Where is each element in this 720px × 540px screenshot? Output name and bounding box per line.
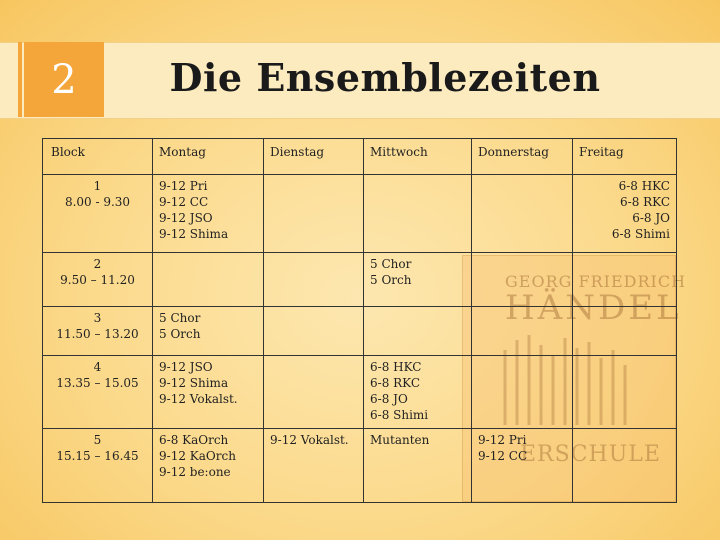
block-number: 5 (93, 433, 102, 447)
ensemble-entry: 9-12 KaOrch (159, 449, 236, 463)
ensemble-entry: 6-8 JO (632, 211, 670, 225)
block-cell: 3 11.50 – 13.20 (42, 306, 153, 356)
block-number: 1 (93, 179, 102, 193)
dienstag-cell (263, 252, 364, 307)
block-number: 3 (93, 311, 102, 325)
table-row: 3 11.50 – 13.20 5 Chor 5 Orch (42, 306, 677, 356)
ensemble-entry: 6-8 JO (370, 392, 408, 406)
ensemble-entry: 6-8 HKC (618, 179, 670, 193)
ensemble-entry: 9-12 Shima (159, 376, 229, 390)
ensemble-entry: Mutanten (370, 433, 430, 447)
ensemble-entry: 9-12 Shima (159, 227, 229, 241)
dienstag-cell: 9-12 Vokalst. (263, 428, 364, 503)
ensemble-entry: 9-12 CC (159, 195, 209, 209)
ensemble-entry: 9-12 Vokalst. (270, 433, 349, 447)
ensemble-entry: 9-12 JSO (159, 360, 213, 374)
table-row: 1 8.00 - 9.30 9-12 Pri 9-12 CC 9-12 JSO … (42, 174, 677, 253)
ensemble-entry: 5 Orch (159, 327, 201, 341)
ensemble-entry: 9-12 CC (478, 449, 528, 463)
block-cell: 5 15.15 – 16.45 (42, 428, 153, 503)
ensemble-entry: 5 Chor (370, 257, 412, 271)
dienstag-cell (263, 306, 364, 356)
block-time: 15.15 – 16.45 (56, 449, 139, 463)
block-number: 2 (93, 257, 102, 271)
ensemble-entry: 9-12 Pri (478, 433, 527, 447)
header-montag: Montag (152, 138, 264, 175)
header-dienstag: Dienstag (263, 138, 364, 175)
header-donnerstag: Donnerstag (471, 138, 573, 175)
table-header-row: Block Montag Dienstag Mittwoch Donnersta… (42, 138, 677, 175)
ensemble-entry: 6-8 Shimi (611, 227, 670, 241)
ensemble-entry: 9-12 Pri (159, 179, 208, 193)
donnerstag-cell (471, 355, 573, 429)
ensemble-entry: 6-8 HKC (370, 360, 422, 374)
block-cell: 1 8.00 - 9.30 (42, 174, 153, 253)
montag-cell: 9-12 Pri 9-12 CC 9-12 JSO 9-12 Shima (152, 174, 264, 253)
freitag-cell: 6-8 HKC 6-8 RKC 6-8 JO 6-8 Shimi (572, 174, 677, 253)
block-number: 4 (93, 360, 102, 374)
ensemble-entry: 6-8 Shimi (370, 408, 429, 422)
montag-cell: 6-8 KaOrch 9-12 KaOrch 9-12 be:one (152, 428, 264, 503)
ensemble-entry: 5 Chor (159, 311, 201, 325)
ensemble-entry: 5 Orch (370, 273, 412, 287)
ensemble-entry: 9-12 be:one (159, 465, 231, 479)
ensemble-entry: 6-8 RKC (620, 195, 670, 209)
freitag-cell (572, 355, 677, 429)
block-time: 11.50 – 13.20 (56, 327, 139, 341)
block-cell: 2 9.50 – 11.20 (42, 252, 153, 307)
table-row: 5 15.15 – 16.45 6-8 KaOrch 9-12 KaOrch 9… (42, 428, 677, 503)
donnerstag-cell (471, 252, 573, 307)
mittwoch-cell: Mutanten (363, 428, 472, 503)
donnerstag-cell: 9-12 Pri 9-12 CC (471, 428, 573, 503)
table-row: 4 13.35 – 15.05 9-12 JSO 9-12 Shima 9-12… (42, 355, 677, 429)
freitag-cell (572, 252, 677, 307)
ensemble-entry: 6-8 KaOrch (159, 433, 229, 447)
block-time: 13.35 – 15.05 (56, 376, 139, 390)
title-band (0, 42, 720, 119)
header-mittwoch: Mittwoch (363, 138, 472, 175)
mittwoch-cell (363, 174, 472, 253)
montag-cell (152, 252, 264, 307)
ensemble-entry: 6-8 RKC (370, 376, 420, 390)
freitag-cell (572, 306, 677, 356)
donnerstag-cell (471, 174, 573, 253)
block-cell: 4 13.35 – 15.05 (42, 355, 153, 429)
header-block: Block (42, 138, 153, 175)
mittwoch-cell: 6-8 HKC 6-8 RKC 6-8 JO 6-8 Shimi (363, 355, 472, 429)
mittwoch-cell: 5 Chor 5 Orch (363, 252, 472, 307)
slide-number-badge: 2 (18, 42, 104, 117)
block-time: 8.00 - 9.30 (64, 195, 131, 209)
dienstag-cell (263, 174, 364, 253)
montag-cell: 9-12 JSO 9-12 Shima 9-12 Vokalst. (152, 355, 264, 429)
freitag-cell (572, 428, 677, 503)
montag-cell: 5 Chor 5 Orch (152, 306, 264, 356)
donnerstag-cell (471, 306, 573, 356)
dienstag-cell (263, 355, 364, 429)
mittwoch-cell (363, 306, 472, 356)
page-title: Die Ensemblezeiten (169, 55, 601, 100)
header-freitag: Freitag (572, 138, 677, 175)
table-row: 2 9.50 – 11.20 5 Chor 5 Orch (42, 252, 677, 307)
block-time: 9.50 – 11.20 (60, 273, 135, 287)
ensemble-entry: 9-12 JSO (159, 211, 213, 225)
ensemble-schedule-table: Block Montag Dienstag Mittwoch Donnersta… (42, 138, 677, 503)
ensemble-entry: 9-12 Vokalst. (159, 392, 238, 406)
